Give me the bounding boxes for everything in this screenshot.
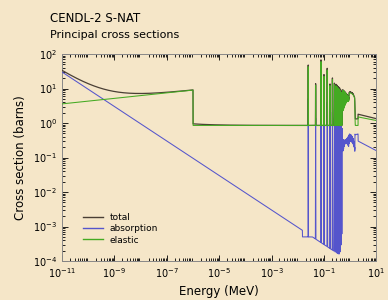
Y-axis label: Cross section (barns): Cross section (barns) [14,95,28,220]
X-axis label: Energy (MeV): Energy (MeV) [179,285,259,298]
Legend: total, absorption, elastic: total, absorption, elastic [79,209,162,248]
Text: Principal cross sections: Principal cross sections [50,30,180,40]
Text: CENDL-2 S-NAT: CENDL-2 S-NAT [50,12,141,25]
